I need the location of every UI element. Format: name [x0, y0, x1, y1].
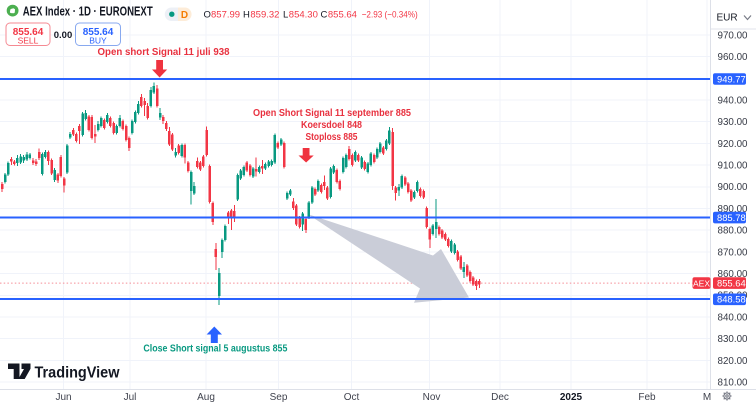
svg-text:810.00: 810.00 — [718, 378, 749, 389]
svg-text:Jun: Jun — [55, 392, 71, 403]
svg-text:860.00: 860.00 — [718, 269, 749, 280]
svg-text:Sep: Sep — [270, 392, 288, 403]
svg-text:820.00: 820.00 — [718, 356, 749, 367]
svg-text:Open Short Signal 11 september: Open Short Signal 11 september 885 — [253, 108, 411, 119]
svg-text:880.00: 880.00 — [718, 226, 749, 237]
svg-text:TradingView: TradingView — [35, 365, 121, 382]
svg-text:855.64: 855.64 — [717, 277, 746, 288]
svg-text:890.00: 890.00 — [718, 204, 749, 215]
svg-text:949.77: 949.77 — [717, 73, 746, 84]
svg-text:840.00: 840.00 — [718, 312, 749, 323]
svg-text:859.32: 859.32 — [250, 10, 279, 21]
svg-text:O: O — [204, 10, 211, 21]
svg-text:−2.93 (−0.34%): −2.93 (−0.34%) — [362, 10, 418, 21]
svg-text:960.00: 960.00 — [718, 52, 749, 63]
svg-text:885.78: 885.78 — [717, 212, 746, 223]
svg-text:855.64: 855.64 — [83, 27, 114, 38]
svg-text:Dec: Dec — [491, 392, 509, 403]
svg-text:Stoploss 885: Stoploss 885 — [306, 132, 358, 143]
svg-text:BUY: BUY — [89, 36, 107, 46]
svg-text:870.00: 870.00 — [718, 247, 749, 258]
svg-text:AEX Index · 1D · EURONEXT: AEX Index · 1D · EURONEXT — [23, 4, 153, 18]
svg-text:900.00: 900.00 — [718, 182, 749, 193]
svg-text:EUR: EUR — [717, 13, 738, 24]
svg-text:M: M — [703, 392, 711, 403]
svg-text:Close Short signal 5 augustus: Close Short signal 5 augustus 855 — [143, 344, 287, 355]
svg-text:848.58: 848.58 — [717, 294, 746, 305]
svg-text:855.64: 855.64 — [13, 27, 44, 38]
svg-text:2025: 2025 — [560, 392, 583, 403]
svg-text:Open short Signal 11 juli 938: Open short Signal 11 juli 938 — [98, 47, 230, 58]
svg-text:C: C — [321, 10, 328, 21]
svg-text:930.00: 930.00 — [718, 117, 749, 128]
svg-text:910.00: 910.00 — [718, 161, 749, 172]
svg-text:SELL: SELL — [18, 36, 39, 46]
svg-text:Koersdoel 848: Koersdoel 848 — [301, 120, 362, 131]
svg-text:940.00: 940.00 — [718, 95, 749, 106]
svg-text:D: D — [181, 10, 188, 21]
svg-text:Aug: Aug — [197, 392, 215, 403]
svg-text:Nov: Nov — [423, 392, 441, 403]
svg-text:830.00: 830.00 — [718, 334, 749, 345]
svg-text:L: L — [283, 10, 288, 21]
svg-text:857.99: 857.99 — [211, 10, 240, 21]
svg-text:854.30: 854.30 — [289, 10, 318, 21]
svg-text:855.64: 855.64 — [328, 10, 357, 21]
svg-text:Oct: Oct — [344, 392, 360, 403]
svg-text:Feb: Feb — [638, 392, 656, 403]
svg-text:H: H — [243, 10, 250, 21]
svg-text:0.00: 0.00 — [54, 30, 73, 41]
svg-text:970.00: 970.00 — [718, 30, 749, 41]
svg-text:920.00: 920.00 — [718, 139, 749, 150]
svg-text:AEX: AEX — [693, 279, 710, 289]
svg-text:Jul: Jul — [124, 392, 137, 403]
